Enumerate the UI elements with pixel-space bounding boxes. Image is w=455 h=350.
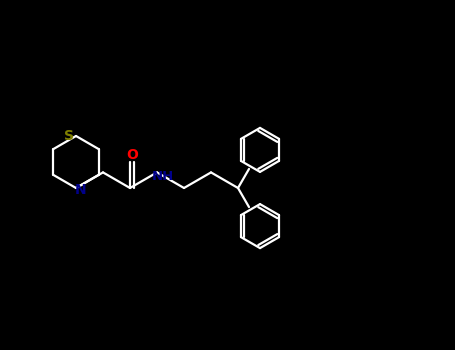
Text: S: S bbox=[64, 129, 74, 143]
Text: N: N bbox=[75, 183, 87, 197]
Text: NH: NH bbox=[152, 170, 174, 183]
Text: O: O bbox=[126, 148, 138, 162]
